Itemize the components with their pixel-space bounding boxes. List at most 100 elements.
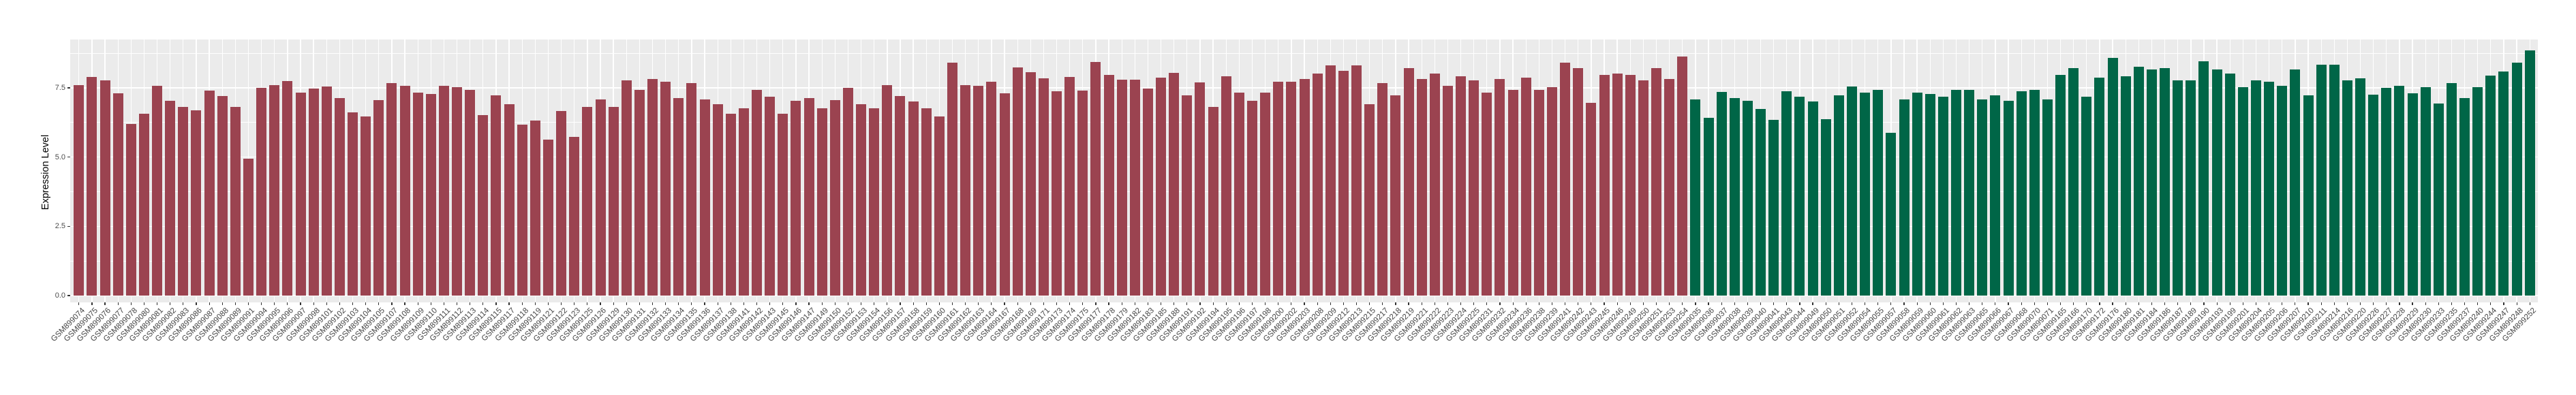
bar: [2146, 69, 2157, 296]
bar: [660, 82, 671, 296]
bar: [165, 100, 176, 296]
x-tick-mark: [651, 302, 654, 305]
bar: [1494, 78, 1505, 296]
x-tick-mark: [2216, 302, 2218, 305]
x-tick-mark: [1512, 302, 1514, 305]
x-tick-mark: [2177, 302, 2179, 305]
x-tick-mark: [704, 302, 705, 305]
bar: [2029, 90, 2040, 296]
bar: [1846, 86, 1857, 296]
x-tick-mark: [1199, 302, 1201, 305]
x-tick-mark: [1369, 302, 1370, 305]
bar: [491, 95, 502, 296]
x-tick-mark: [1760, 302, 1762, 305]
bar: [1560, 62, 1571, 296]
bar: [99, 80, 110, 296]
bar: [2120, 76, 2131, 296]
bar: [2394, 86, 2405, 296]
bar: [1377, 83, 1388, 296]
bar: [74, 84, 85, 296]
x-tick-mark: [1773, 302, 1775, 305]
bar: [1638, 80, 1649, 296]
bar: [803, 98, 814, 296]
bar: [1312, 73, 1323, 296]
bar: [1299, 78, 1310, 296]
x-tick-mark: [2490, 302, 2491, 305]
bar: [1820, 118, 1831, 296]
y-tick-mark: [67, 225, 70, 227]
bar: [791, 101, 801, 296]
bar: [673, 98, 684, 296]
bar: [269, 84, 280, 296]
x-tick-mark: [1069, 302, 1071, 305]
x-tick-mark: [1642, 302, 1644, 305]
bar: [2251, 80, 2261, 296]
bar: [1716, 92, 1727, 296]
x-tick-mark: [1799, 302, 1800, 305]
x-tick-mark: [1655, 302, 1657, 305]
bar: [1103, 74, 1114, 296]
x-tick-mark: [508, 302, 510, 305]
bar: [1090, 61, 1101, 296]
bar: [1729, 98, 1740, 296]
x-tick-mark: [274, 302, 275, 305]
x-tick-mark: [782, 302, 784, 305]
x-tick-mark: [1225, 302, 1227, 305]
bar: [1899, 99, 1910, 296]
bar: [452, 87, 463, 296]
x-tick-mark: [639, 302, 640, 305]
x-tick-mark: [365, 302, 367, 305]
x-tick-mark: [2151, 302, 2153, 305]
bar: [2107, 58, 2118, 296]
x-tick-mark: [2477, 302, 2479, 305]
bar: [1442, 86, 1453, 296]
bar: [1012, 67, 1023, 296]
bar: [2446, 82, 2457, 296]
bar: [2055, 74, 2066, 296]
x-tick-mark: [1473, 302, 1475, 305]
bar: [1742, 101, 1753, 296]
bar: [973, 86, 984, 296]
x-tick-mark: [391, 302, 393, 305]
bar: [1142, 88, 1153, 296]
x-tick-mark: [2138, 302, 2139, 305]
x-tick-mark: [1317, 302, 1318, 305]
bar: [895, 95, 906, 296]
x-tick-mark: [925, 302, 927, 305]
gridline-minor-y: [70, 52, 2538, 54]
x-tick-mark: [1499, 302, 1501, 305]
x-tick-mark: [1616, 302, 1618, 305]
bar: [752, 90, 763, 296]
x-tick-mark: [2373, 302, 2374, 305]
x-tick-mark: [547, 302, 549, 305]
bar: [1403, 67, 1414, 296]
bar: [125, 123, 136, 296]
x-tick-mark: [1903, 302, 1905, 305]
x-tick-mark: [626, 302, 627, 305]
bar: [1586, 102, 1597, 296]
x-tick-mark: [2099, 302, 2100, 305]
bar: [1025, 72, 1036, 296]
x-tick-mark: [1186, 302, 1188, 305]
bar: [2420, 87, 2431, 296]
bar: [2003, 101, 2014, 296]
x-tick-mark: [1238, 302, 1240, 305]
x-tick-mark: [1330, 302, 1331, 305]
bar: [243, 158, 254, 296]
x-tick-mark: [1734, 302, 1735, 305]
bar: [1781, 91, 1792, 296]
bar: [2485, 75, 2496, 296]
bar: [686, 83, 697, 296]
bar: [1129, 80, 1140, 296]
bar: [1156, 77, 1167, 296]
bar: [1937, 97, 1948, 296]
x-tick-mark: [209, 302, 210, 305]
bar: [1507, 90, 1518, 296]
x-tick-mark: [2346, 302, 2348, 305]
x-tick-mark: [613, 302, 614, 305]
bar: [1247, 101, 1257, 296]
bar: [1077, 91, 1088, 296]
x-tick-mark: [2386, 302, 2387, 305]
bar: [2433, 104, 2444, 296]
